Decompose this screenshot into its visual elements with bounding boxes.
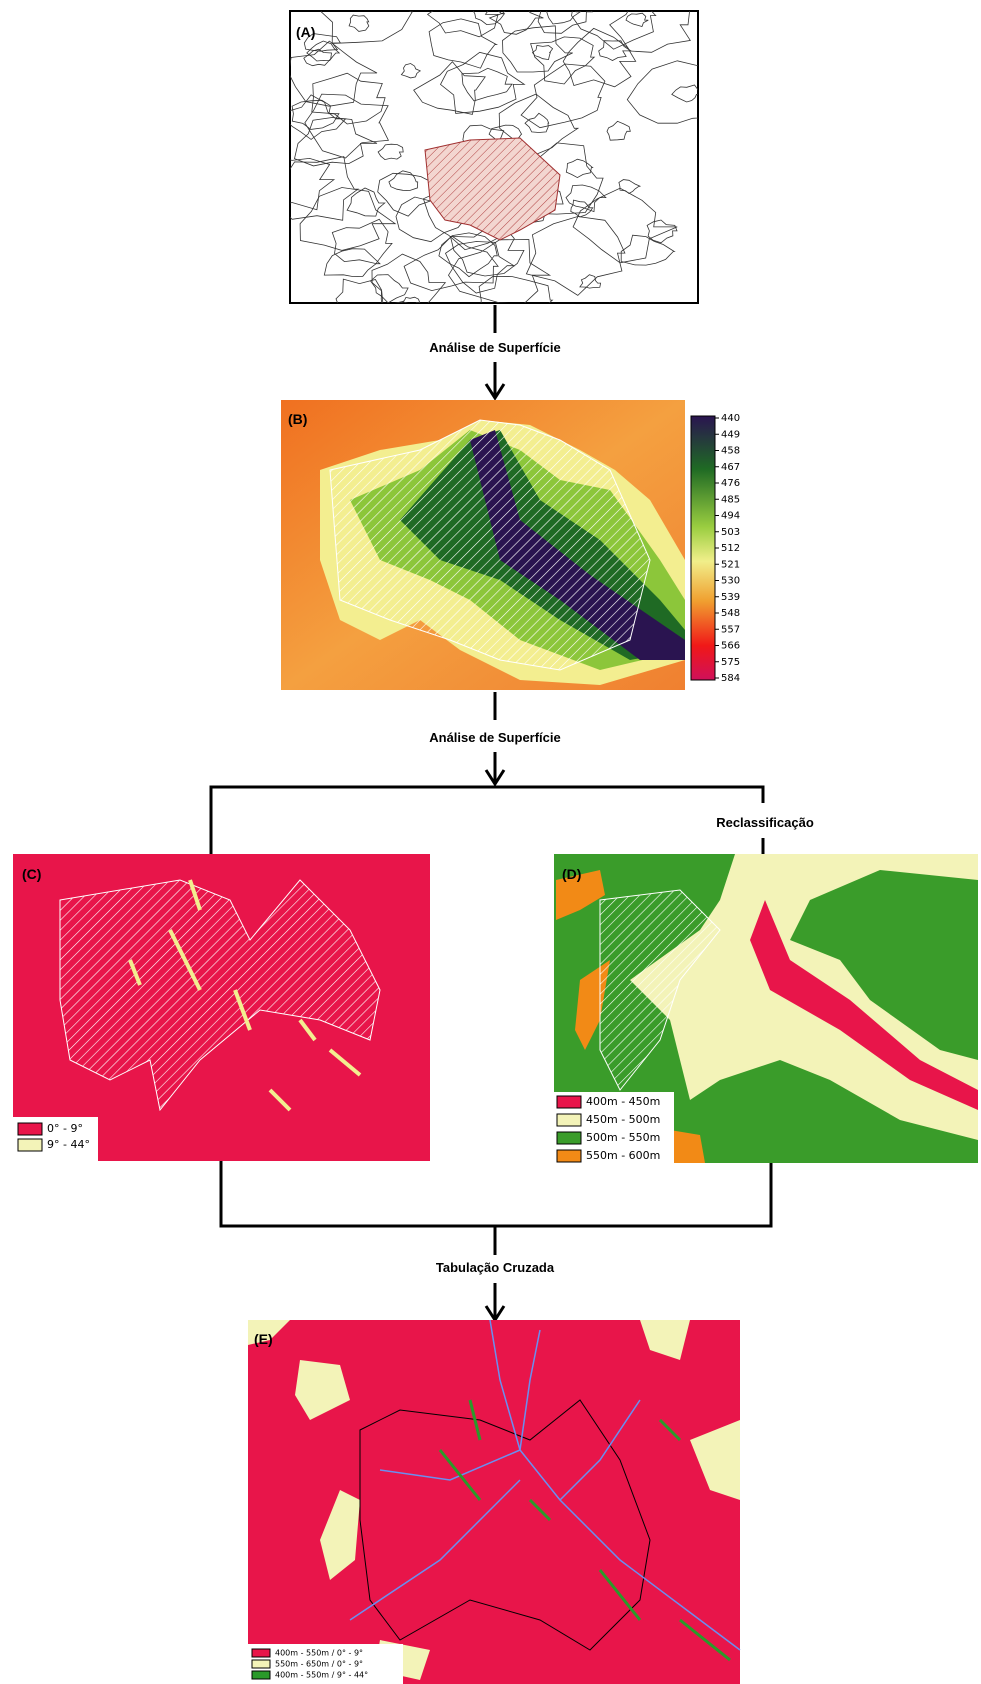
label-text: 400m - 550m / 0° - 9° — [275, 1649, 363, 1658]
label-text: 539 — [721, 592, 740, 603]
shape — [18, 1123, 42, 1135]
shape — [557, 1132, 581, 1144]
label-text: 566 — [721, 641, 740, 652]
shape — [557, 1150, 581, 1162]
label-text: Análise de Superfície — [429, 340, 561, 355]
label-text: 467 — [721, 462, 740, 473]
label-text: 450m - 500m — [586, 1113, 660, 1126]
group: 440 449 458 467 476 485 494 503 512 521 530 539 548 5… — [715, 413, 740, 684]
group: 400m - 550m / 0° - 9° 550m - 650m / 0° - … — [252, 1649, 368, 1680]
shape — [252, 1649, 270, 1657]
label-text: (E) — [254, 1331, 273, 1347]
shape — [221, 1161, 771, 1226]
label-text: 476 — [721, 478, 740, 489]
label-text: 400m - 550m / 9° - 44° — [275, 1671, 368, 1680]
label-text: 503 — [721, 527, 740, 538]
label-text: Análise de Superfície — [429, 730, 561, 745]
label-text: 557 — [721, 624, 740, 635]
shape — [557, 1114, 581, 1126]
label-text: 584 — [721, 673, 740, 684]
label-text: 440 — [721, 413, 740, 424]
label-text: 458 — [721, 446, 740, 457]
shape — [252, 1660, 270, 1668]
label-text: 485 — [721, 494, 740, 505]
label-text: 575 — [721, 657, 740, 668]
shape — [557, 1096, 581, 1108]
shape — [18, 1139, 42, 1151]
shape — [211, 787, 763, 854]
label-text: 530 — [721, 576, 740, 587]
label-text: 400m - 450m — [586, 1095, 660, 1108]
label-text: Reclassificação — [716, 815, 814, 830]
page: {"steps":["Análise de Superfície","Análi… — [0, 0, 981, 1684]
figure: (A) Análise de Superfície (B) 4404494584… — [0, 0, 981, 1684]
group: 400m - 450m 450m - 500m 500m - 550m 550m - … — [554, 854, 978, 1163]
label-text: (D) — [562, 866, 581, 882]
label-text: 512 — [721, 543, 740, 554]
label-text: 449 — [721, 429, 740, 440]
label-text: Tabulação Cruzada — [436, 1260, 555, 1275]
label-text: (A) — [296, 24, 315, 40]
label-text: 500m - 550m — [586, 1131, 660, 1144]
shape — [691, 416, 715, 680]
label-text: 9° - 44° — [47, 1138, 90, 1151]
label-text: (B) — [288, 411, 307, 427]
label-text: 548 — [721, 608, 740, 619]
shape — [252, 1671, 270, 1679]
label-text: 521 — [721, 559, 740, 570]
label-text: (C) — [22, 866, 41, 882]
label-text: 550m - 600m — [586, 1149, 660, 1162]
label-text: 550m - 650m / 0° - 9° — [275, 1660, 363, 1669]
label-text: 494 — [721, 511, 740, 522]
label-text: 0° - 9° — [47, 1122, 83, 1135]
